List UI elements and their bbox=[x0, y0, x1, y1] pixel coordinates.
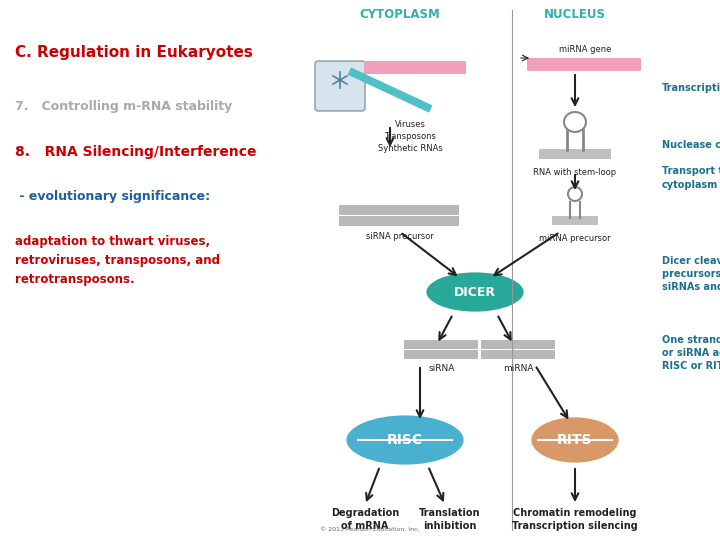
Text: NUCLEUS: NUCLEUS bbox=[544, 8, 606, 21]
FancyBboxPatch shape bbox=[481, 350, 555, 359]
Ellipse shape bbox=[568, 187, 582, 201]
Text: Dicer cleaves
precursors into
siRNAs and miRNAs: Dicer cleaves precursors into siRNAs and… bbox=[662, 256, 720, 292]
FancyBboxPatch shape bbox=[552, 216, 598, 225]
Text: Transcription: Transcription bbox=[662, 83, 720, 93]
FancyBboxPatch shape bbox=[339, 216, 459, 226]
FancyBboxPatch shape bbox=[527, 58, 641, 71]
FancyBboxPatch shape bbox=[315, 61, 365, 111]
Text: 7.   Controlling m-RNA stability: 7. Controlling m-RNA stability bbox=[15, 100, 233, 113]
Text: miRNA: miRNA bbox=[503, 364, 534, 373]
FancyBboxPatch shape bbox=[364, 61, 466, 74]
Text: miRNA precursor: miRNA precursor bbox=[539, 234, 611, 243]
Text: Chromatin remodeling
Transcription silencing: Chromatin remodeling Transcription silen… bbox=[512, 508, 638, 531]
Text: C. Regulation in Eukaryotes: C. Regulation in Eukaryotes bbox=[15, 45, 253, 60]
Text: Viruses
Transposons
Synthetic RNAs: Viruses Transposons Synthetic RNAs bbox=[377, 120, 442, 153]
Text: RITS: RITS bbox=[557, 433, 593, 447]
Ellipse shape bbox=[425, 271, 525, 313]
Text: RNA with stem-loop: RNA with stem-loop bbox=[534, 168, 616, 177]
Text: adaptation to thwart viruses,
retroviruses, transposons, and
retrotransposons.: adaptation to thwart viruses, retrovirus… bbox=[15, 235, 220, 286]
Text: Transport to
cytoplasm: Transport to cytoplasm bbox=[662, 166, 720, 190]
FancyBboxPatch shape bbox=[404, 340, 478, 349]
Text: © 2013 Pearson Education, Inc.: © 2013 Pearson Education, Inc. bbox=[320, 527, 420, 532]
Text: RISC: RISC bbox=[387, 433, 423, 447]
Ellipse shape bbox=[564, 112, 586, 132]
Text: siRNA precursor: siRNA precursor bbox=[366, 232, 434, 241]
Text: 8.   RNA Silencing/Interference: 8. RNA Silencing/Interference bbox=[15, 145, 256, 159]
FancyBboxPatch shape bbox=[339, 205, 459, 215]
Text: - evolutionary significance:: - evolutionary significance: bbox=[15, 190, 210, 203]
Text: Nuclease cleavage: Nuclease cleavage bbox=[662, 140, 720, 150]
Ellipse shape bbox=[345, 414, 465, 466]
Polygon shape bbox=[348, 68, 433, 113]
FancyBboxPatch shape bbox=[481, 340, 555, 349]
Text: DICER: DICER bbox=[454, 286, 496, 299]
Text: miRNA gene: miRNA gene bbox=[559, 45, 611, 54]
Text: Translation
inhibition: Translation inhibition bbox=[419, 508, 481, 531]
FancyBboxPatch shape bbox=[539, 149, 611, 159]
Text: Degradation
of mRNA: Degradation of mRNA bbox=[331, 508, 399, 531]
Text: siRNA: siRNA bbox=[429, 364, 455, 373]
FancyBboxPatch shape bbox=[404, 350, 478, 359]
Text: CYTOPLASM: CYTOPLASM bbox=[359, 8, 441, 21]
Ellipse shape bbox=[530, 416, 620, 464]
Text: One strand of miRNA
or siRNA act within
RISC or RITS: One strand of miRNA or siRNA act within … bbox=[662, 335, 720, 371]
